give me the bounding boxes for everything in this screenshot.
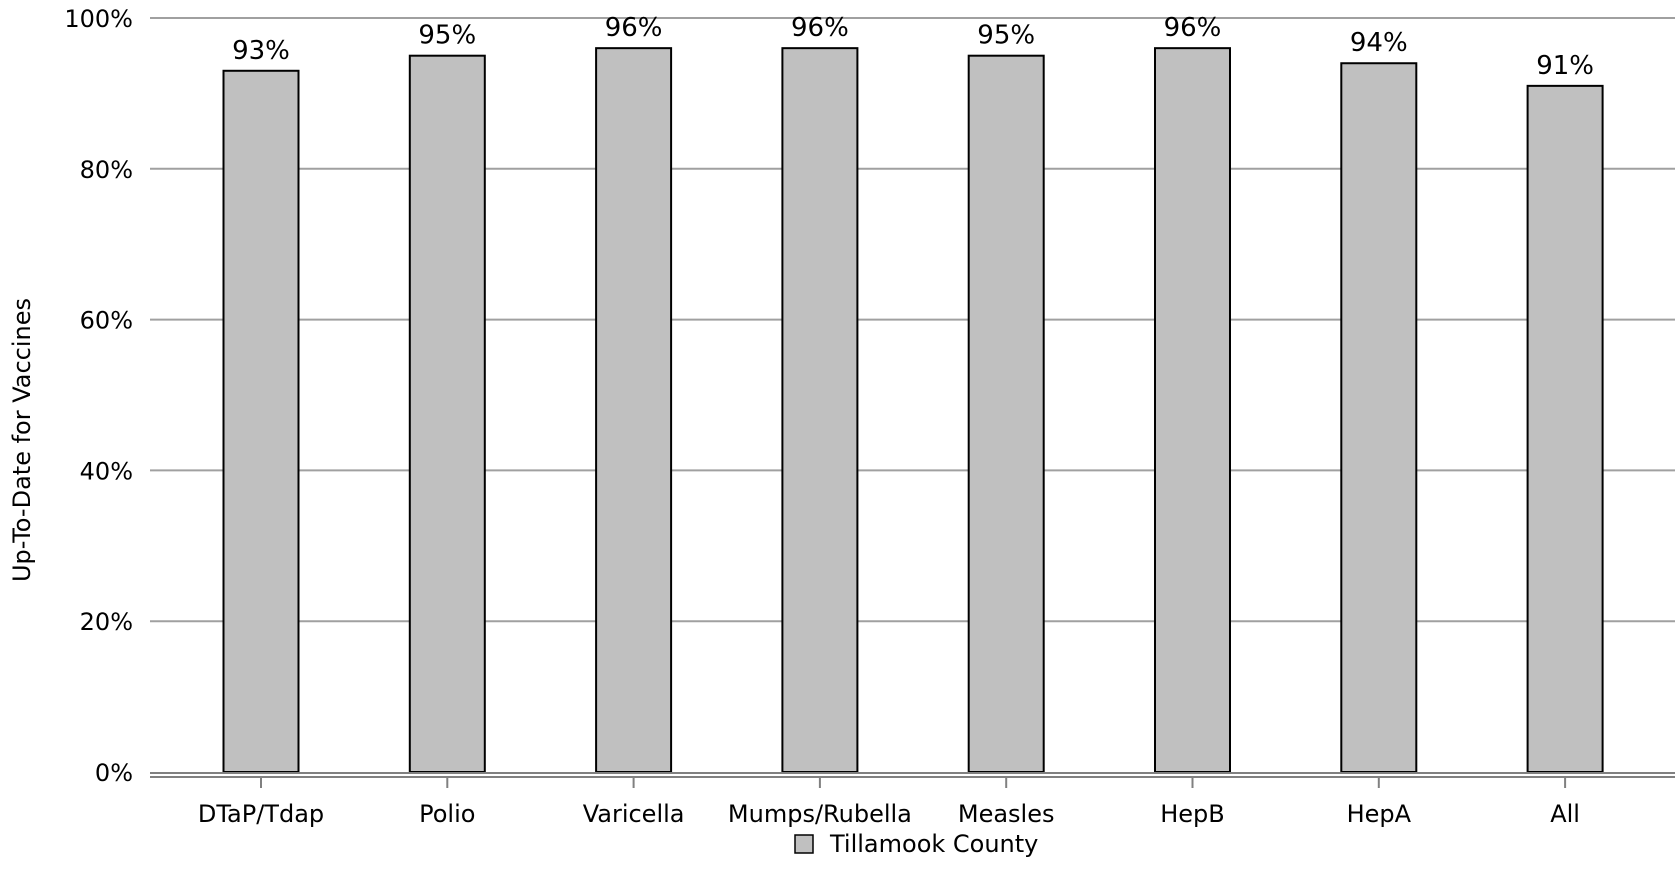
bar xyxy=(595,47,673,774)
x-axis xyxy=(150,772,1675,788)
x-tick-label: HepB xyxy=(1160,800,1225,828)
x-tick-label: HepA xyxy=(1347,800,1412,828)
bars xyxy=(222,47,1604,774)
legend-swatch xyxy=(794,834,814,854)
bar xyxy=(781,47,859,774)
data-label: 95% xyxy=(418,21,476,51)
data-label: 91% xyxy=(1536,51,1594,81)
data-label: 95% xyxy=(977,21,1035,51)
legend-label: Tillamook County xyxy=(829,830,1038,858)
y-tick-label: 60% xyxy=(80,307,133,335)
y-tick-labels: 0% 20% 40% 60% 80% 100% xyxy=(64,5,133,787)
x-tick-labels: DTaP/Tdap Polio Varicella Mumps/Rubella Meas… xyxy=(198,800,1580,828)
y-tick-label: 0% xyxy=(95,759,133,787)
y-tick-label: 40% xyxy=(80,457,133,485)
data-label: 94% xyxy=(1350,28,1408,58)
bar xyxy=(1526,84,1604,774)
y-tick-label: 100% xyxy=(64,5,133,33)
data-labels: 93% 95% 96% 96% 95% 96% 94% 91% xyxy=(232,13,1594,81)
y-tick-label: 20% xyxy=(80,608,133,636)
data-label: 93% xyxy=(232,36,290,66)
bar xyxy=(408,54,486,773)
data-label: 96% xyxy=(1164,13,1222,43)
gridlines xyxy=(150,17,1675,623)
bar xyxy=(222,69,300,773)
x-tick-label: Mumps/Rubella xyxy=(728,800,912,828)
y-axis-title: Up-To-Date for Vaccines xyxy=(8,298,36,582)
y-tick-label: 80% xyxy=(80,156,133,184)
bar xyxy=(1154,47,1231,774)
x-tick-label: Polio xyxy=(419,800,475,828)
bar xyxy=(1340,62,1418,774)
bar xyxy=(967,54,1045,773)
x-tick-label: All xyxy=(1550,800,1580,828)
legend: Tillamook County xyxy=(794,830,1038,858)
x-tick-label: Measles xyxy=(958,800,1055,828)
x-tick-label: DTaP/Tdap xyxy=(198,800,324,828)
x-tick-label: Varicella xyxy=(583,800,685,828)
data-label: 96% xyxy=(605,13,663,43)
data-label: 96% xyxy=(791,13,849,43)
